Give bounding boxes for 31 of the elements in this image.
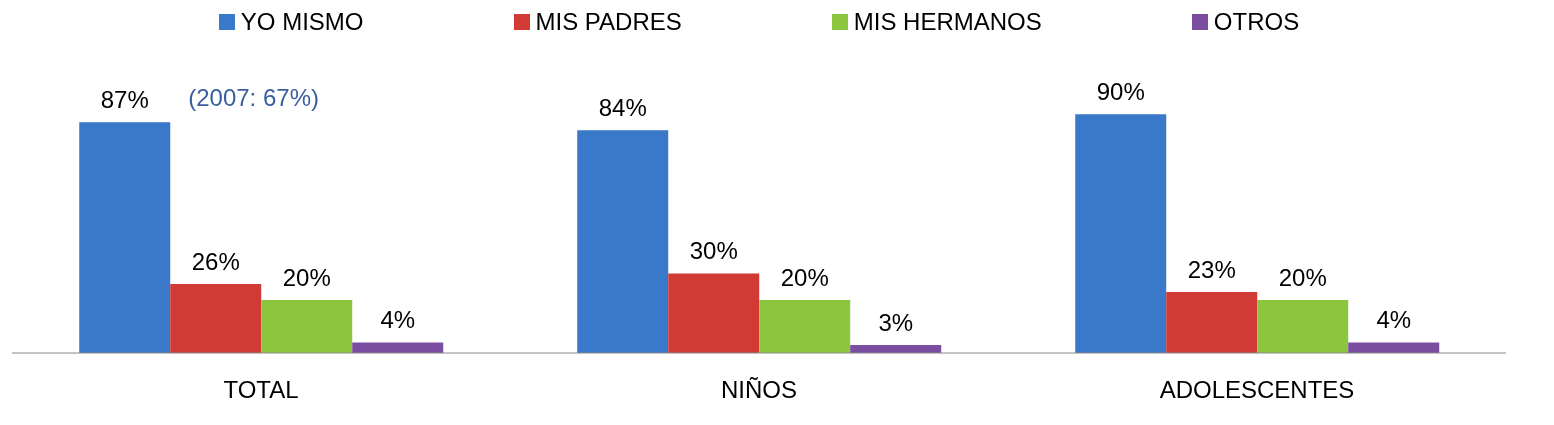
bar — [1166, 291, 1258, 353]
bar — [352, 342, 444, 353]
data-label: 87% — [100, 86, 149, 114]
data-label: 20% — [282, 263, 331, 291]
x-tick-label: ADOLESCENTES — [1159, 376, 1355, 404]
bar — [759, 299, 851, 353]
data-label: 20% — [1278, 263, 1327, 291]
bar — [1257, 299, 1349, 353]
legend-label: OTROS — [1213, 8, 1300, 36]
legend-label: YO MISMO — [240, 8, 364, 36]
data-label: 20% — [780, 263, 829, 291]
bar — [1348, 342, 1440, 353]
data-label: 30% — [689, 237, 738, 265]
data-label: 4% — [380, 306, 416, 334]
x-tick-label: TOTAL — [223, 376, 299, 404]
data-label: 84% — [598, 94, 647, 122]
bar — [577, 130, 669, 353]
legend-label: MIS PADRES — [535, 8, 682, 36]
data-label: 4% — [1376, 306, 1412, 334]
bar — [1075, 114, 1167, 353]
bar — [79, 122, 171, 353]
legend-label: MIS HERMANOS — [853, 8, 1042, 36]
bar — [668, 273, 760, 353]
bar — [261, 299, 353, 353]
bar — [170, 284, 262, 353]
data-label: 90% — [1096, 78, 1145, 106]
x-tick-label: NIÑOS — [720, 376, 798, 404]
data-label: 23% — [1187, 255, 1236, 283]
text: (2007: 67%) — [188, 84, 319, 112]
data-label: 26% — [191, 248, 240, 276]
data-label: 3% — [878, 309, 914, 337]
